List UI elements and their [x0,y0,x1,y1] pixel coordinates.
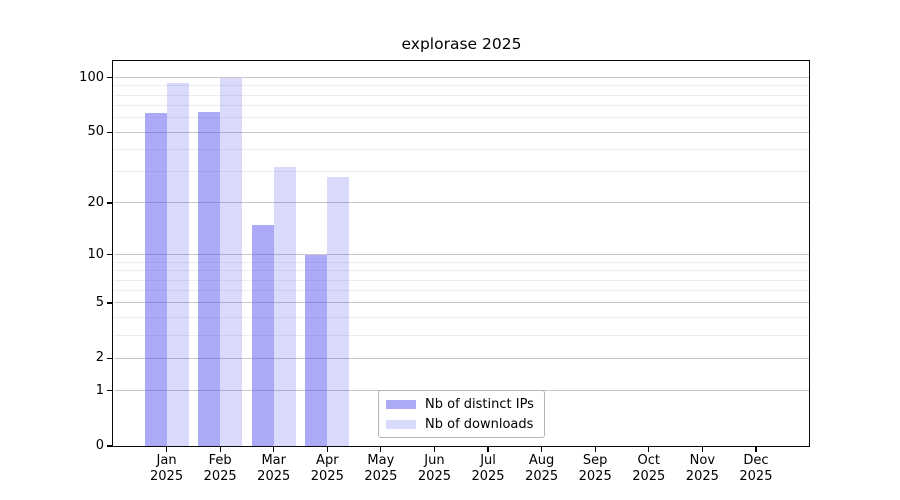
x-tick-label-jan: Jan 2025 [150,453,184,484]
y-tick-mark-5 [107,302,112,304]
x-tick-mark-may [380,446,382,452]
legend: Nb of distinct IPs Nb of downloads [378,390,545,438]
x-tick-mark-apr [326,446,328,452]
y-tick-label-50: 50 [87,124,104,140]
x-tick-label-apr: Apr 2025 [310,453,344,484]
x-tick-mark-sep [594,446,596,452]
x-tick-mark-feb [219,446,221,452]
x-tick-label-oct: Oct 2025 [632,453,666,484]
legend-swatch-downloads [386,419,416,429]
chart-title: explorase 2025 [401,35,522,53]
x-tick-label-dec: Dec 2025 [739,453,773,484]
x-tick-mark-jan [165,446,168,452]
legend-swatch-distinct-ips [386,399,416,409]
y-tick-mark-50 [107,131,112,133]
y-tick-label-10: 10 [87,246,104,262]
gridline-major-10 [114,254,809,256]
x-tick-mark-jul [487,446,489,452]
gridline-minor-9 [114,261,809,263]
x-tick-mark-oct [648,446,650,452]
bar-nb-of-distinct-ips-mar [251,224,274,446]
bar-nb-of-distinct-ips-jan [144,112,167,446]
y-tick-mark-1 [107,390,112,392]
gridline-major-20 [114,202,809,204]
gridline-major-50 [114,131,809,133]
gridline-minor-90 [114,85,809,87]
y-tick-label-0: 0 [95,438,104,453]
y-tick-mark-10 [107,253,112,256]
y-tick-label-1: 1 [95,382,104,398]
gridline-minor-30 [114,171,809,173]
gridline-minor-6 [114,290,809,292]
legend-label-distinct-ips: Nb of distinct IPs [425,396,534,412]
bar-nb-of-distinct-ips-feb [198,111,221,446]
bar-nb-of-downloads-feb [220,77,243,446]
x-tick-mark-aug [541,446,543,452]
gridline-minor-8 [114,270,809,272]
gridline-minor-7 [114,279,809,281]
x-tick-label-nov: Nov 2025 [685,453,719,484]
bar-nb-of-downloads-apr [327,177,350,446]
legend-entry-downloads: Nb of downloads [386,417,544,432]
gridline-minor-70 [114,105,809,107]
gridline-minor-60 [114,117,809,119]
y-tick-label-5: 5 [95,294,104,310]
x-tick-mark-mar [273,446,275,452]
x-tick-label-jun: Jun 2025 [417,453,451,484]
gridline-minor-4 [114,317,809,319]
x-tick-label-mar: Mar 2025 [257,453,291,484]
legend-entry-distinct-ips: Nb of distinct IPs [386,397,544,412]
gridline-major-5 [114,302,809,304]
y-tick-label-100: 100 [79,69,104,85]
x-tick-mark-jun [433,446,436,452]
bar-nb-of-downloads-mar [273,166,296,446]
y-tick-label-2: 2 [95,350,104,366]
x-tick-label-feb: Feb 2025 [203,453,237,484]
x-tick-label-sep: Sep 2025 [578,453,612,484]
gridline-minor-80 [114,94,809,96]
y-tick-mark-0 [107,445,112,447]
gridline-minor-3 [114,334,809,336]
y-tick-mark-20 [107,202,112,204]
x-tick-mark-dec [755,446,757,452]
x-tick-label-aug: Aug 2025 [525,453,559,484]
x-tick-label-may: May 2025 [364,453,398,484]
bar-nb-of-distinct-ips-apr [305,254,328,446]
y-tick-mark-100 [107,77,112,79]
gridline-major-100 [114,77,809,79]
legend-label-downloads: Nb of downloads [425,416,534,432]
y-tick-label-20: 20 [87,194,104,210]
y-tick-mark-2 [107,357,112,359]
gridline-minor-40 [114,149,809,151]
gridline-major-2 [114,357,809,359]
x-tick-label-jul: Jul 2025 [471,453,505,484]
x-tick-mark-nov [701,446,703,452]
bar-nb-of-downloads-jan [166,83,189,446]
